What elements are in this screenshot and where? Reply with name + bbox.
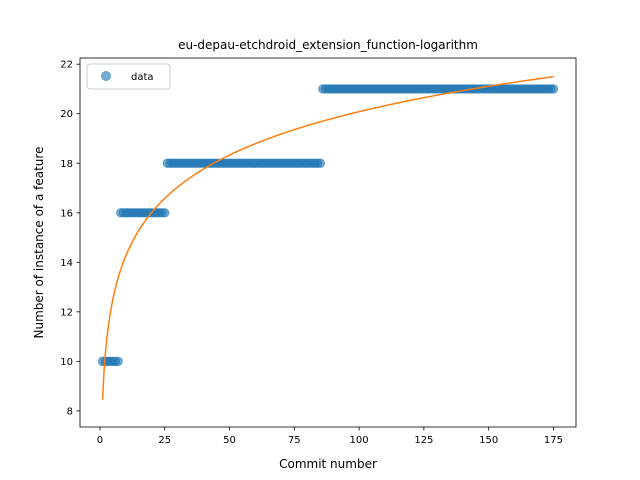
x-tick-label: 50	[223, 435, 236, 446]
fit-series	[101, 75, 554, 400]
x-tick-label: 25	[158, 435, 171, 446]
x-tick-label: 150	[479, 435, 498, 446]
y-tick-label: 18	[60, 159, 73, 170]
x-tick-label: 125	[414, 435, 433, 446]
y-tick-label: 20	[60, 109, 73, 120]
scatter-series-data	[97, 84, 559, 367]
data-point	[113, 356, 123, 367]
data-point	[160, 208, 170, 218]
y-tick-label: 12	[60, 307, 73, 318]
chart-title: eu-depau-etchdroid_extension_function-lo…	[178, 38, 478, 52]
legend-box	[86, 63, 171, 90]
y-axis-label: Number of instance of a feature	[32, 147, 46, 339]
legend: data	[86, 63, 171, 90]
y-tick-label: 22	[60, 60, 73, 71]
y-axis: 8 10 12 14 16 18 20 22	[60, 60, 80, 417]
legend-label-data: data	[131, 72, 154, 83]
x-tick-label: 100	[350, 435, 369, 446]
fit-line	[101, 75, 554, 400]
plot-frame	[79, 57, 577, 428]
data-point	[548, 84, 559, 94]
y-tick-label: 14	[60, 258, 73, 269]
x-axis-label: Commit number	[279, 457, 377, 471]
y-tick-label: 16	[60, 208, 73, 219]
x-tick-label: 0	[97, 435, 103, 446]
x-tick-label: 75	[288, 435, 301, 446]
data-point	[315, 158, 325, 168]
legend-marker-data	[101, 71, 111, 81]
x-axis: 0 25 50 75 100 125 150 175	[97, 427, 563, 446]
x-tick-label: 175	[544, 435, 563, 446]
y-tick-label: 8	[67, 406, 73, 417]
y-tick-label: 10	[60, 357, 73, 368]
